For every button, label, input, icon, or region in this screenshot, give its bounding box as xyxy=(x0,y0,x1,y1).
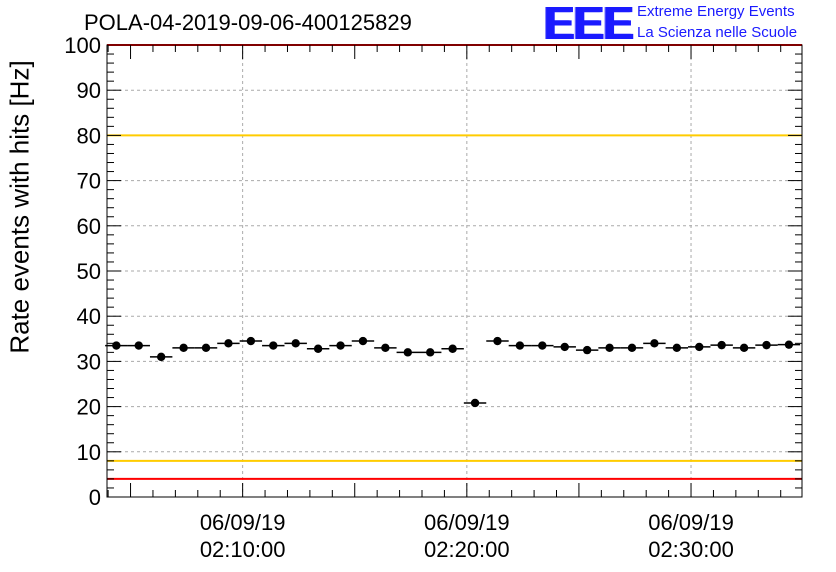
data-point xyxy=(112,341,121,350)
data-point xyxy=(134,341,143,350)
x-tick-label-time: 02:20:00 xyxy=(424,537,510,562)
data-point xyxy=(717,340,726,350)
data-point xyxy=(695,342,704,352)
data-point xyxy=(179,343,188,353)
data-point xyxy=(224,339,233,348)
x-tick-label-time: 02:10:00 xyxy=(200,537,286,562)
x-tick-label-time: 02:30:00 xyxy=(648,537,734,562)
y-axis-label: Rate events with hits [Hz] xyxy=(4,60,35,354)
y-tick-label: 70 xyxy=(77,169,101,194)
y-tick-label: 10 xyxy=(77,440,101,465)
logo-text-line1: Extreme Energy Events xyxy=(637,3,795,20)
data-point xyxy=(381,343,390,353)
data-point xyxy=(291,339,300,348)
data-point xyxy=(784,340,794,349)
data-point xyxy=(560,342,569,352)
data-point xyxy=(336,341,345,350)
chart-title: POLA-04-2019-09-06-400125829 xyxy=(84,10,412,35)
data-point xyxy=(246,336,256,346)
x-tick-label-date: 06/09/19 xyxy=(424,510,510,535)
data-point xyxy=(156,352,166,362)
data-point xyxy=(448,344,457,353)
data-point xyxy=(739,343,749,353)
y-tick-label: 80 xyxy=(77,123,101,148)
data-point xyxy=(426,348,435,357)
data-point xyxy=(313,344,323,353)
data-point xyxy=(627,343,637,353)
data-point xyxy=(493,336,502,346)
y-tick-label: 100 xyxy=(64,33,101,58)
y-tick-label: 0 xyxy=(89,485,101,510)
y-tick-label: 40 xyxy=(77,304,101,329)
eee-logo: EEE xyxy=(543,0,633,49)
data-point xyxy=(201,343,211,353)
axes xyxy=(106,44,803,498)
y-tick-label: 30 xyxy=(77,349,101,374)
reference-lines xyxy=(107,44,802,480)
data-point xyxy=(269,341,278,350)
y-tick-label: 60 xyxy=(77,214,101,239)
x-tick-label-date: 06/09/19 xyxy=(200,510,286,535)
data-point xyxy=(515,341,525,350)
tick-labels: 010203040506070809010006/09/1902:10:0006… xyxy=(64,33,734,562)
data-points xyxy=(105,336,801,408)
data-point xyxy=(672,343,682,353)
logo-text-line2: La Scienza nelle Scuole xyxy=(637,24,798,41)
data-point xyxy=(582,345,592,355)
data-point xyxy=(358,336,368,346)
grid-lines xyxy=(107,45,802,497)
data-point xyxy=(470,398,480,408)
y-tick-label: 90 xyxy=(77,78,101,103)
data-point xyxy=(605,343,614,353)
data-point xyxy=(762,340,771,350)
data-point xyxy=(538,341,547,350)
x-tick-label-date: 06/09/19 xyxy=(648,510,734,535)
data-point xyxy=(650,339,659,348)
y-tick-label: 20 xyxy=(77,395,101,420)
y-tick-label: 50 xyxy=(77,259,101,284)
data-point xyxy=(403,348,412,357)
